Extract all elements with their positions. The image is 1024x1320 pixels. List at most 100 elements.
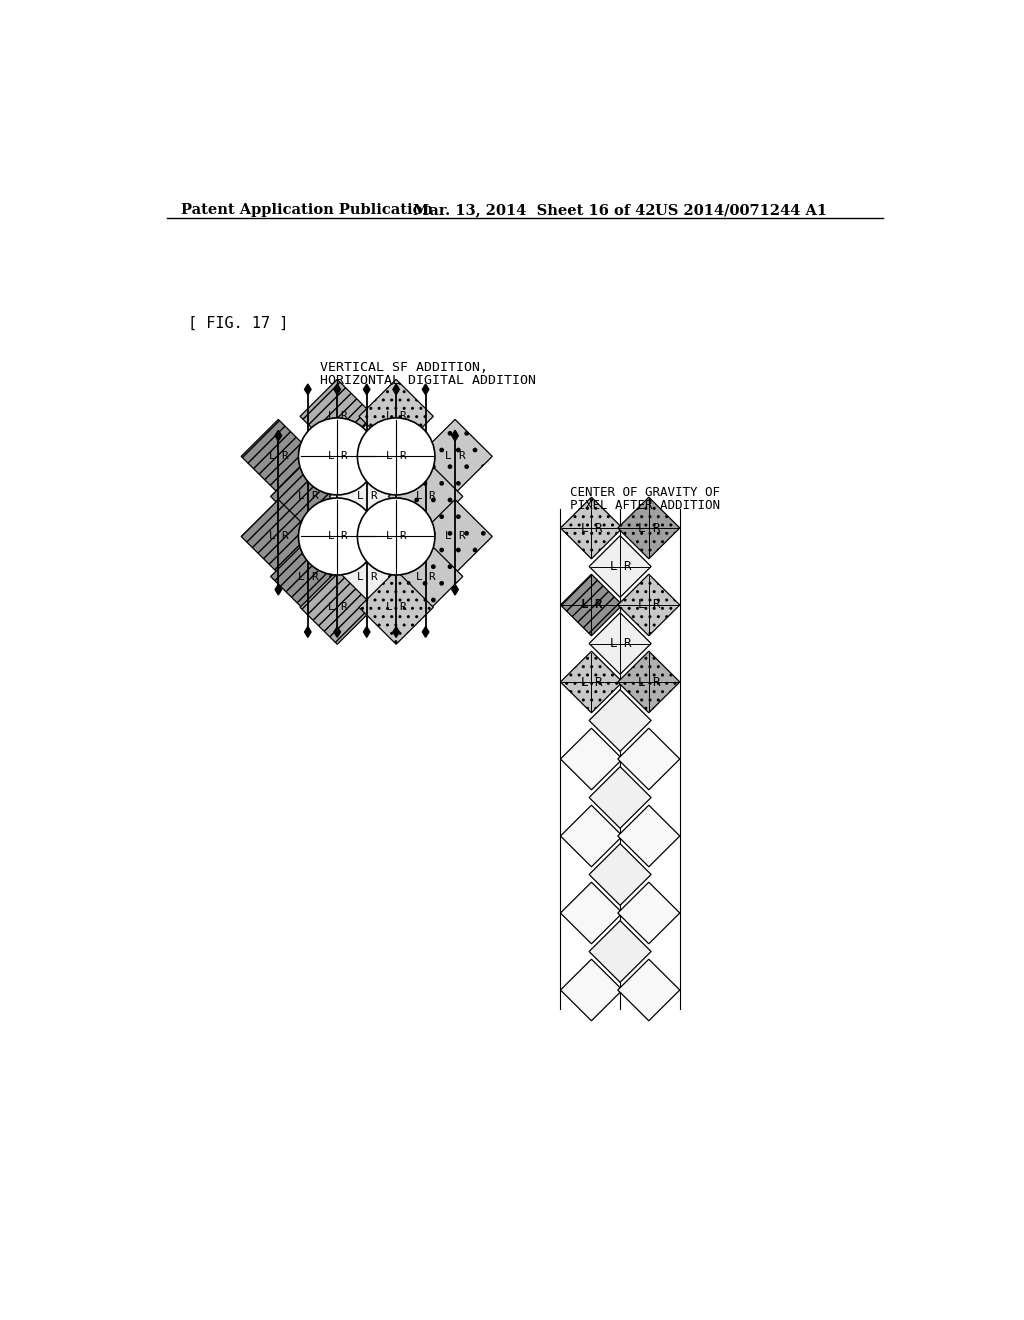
Polygon shape [617,729,680,789]
Text: R: R [652,598,659,611]
Polygon shape [359,570,433,644]
Text: R: R [282,532,288,541]
Text: R: R [311,491,317,502]
Polygon shape [589,843,651,906]
Text: R: R [652,521,659,535]
Polygon shape [359,499,433,573]
Text: L: L [386,602,393,612]
Polygon shape [275,430,282,441]
Text: L: L [609,638,617,649]
Text: VERTICAL SF ADDITION,: VERTICAL SF ADDITION, [321,360,488,374]
Text: L: L [416,491,423,502]
Text: R: R [458,532,465,541]
Text: R: R [624,638,631,649]
Text: R: R [282,451,288,462]
Polygon shape [617,574,680,636]
Polygon shape [589,921,651,982]
Polygon shape [270,540,345,614]
Text: R: R [399,602,406,612]
Text: L: L [581,521,589,535]
Polygon shape [393,384,399,395]
Text: R: R [429,491,435,502]
Circle shape [357,498,435,576]
Polygon shape [334,384,341,395]
Text: [ FIG. 17 ]: [ FIG. 17 ] [188,317,289,331]
Polygon shape [388,459,463,533]
Polygon shape [359,379,433,453]
Text: HORIZONTAL DIGITAL ADDITION: HORIZONTAL DIGITAL ADDITION [321,374,537,387]
Text: L: L [581,676,589,689]
Text: L: L [386,532,393,541]
Text: R: R [399,412,406,421]
Text: R: R [595,676,602,689]
Circle shape [299,498,376,576]
Polygon shape [589,536,651,598]
Text: Patent Application Publication: Patent Application Publication [180,203,433,216]
Text: L: L [268,451,275,462]
Polygon shape [241,499,315,573]
Polygon shape [334,627,341,638]
Circle shape [357,418,435,495]
Polygon shape [422,627,429,638]
Text: R: R [340,602,347,612]
Polygon shape [589,689,651,751]
Polygon shape [617,805,680,867]
Polygon shape [560,498,623,558]
Polygon shape [388,540,463,614]
Text: L: L [445,451,452,462]
Text: L: L [356,572,364,582]
Polygon shape [589,767,651,829]
Polygon shape [418,420,493,494]
Polygon shape [359,420,433,494]
Text: L: L [328,412,334,421]
Polygon shape [300,570,375,644]
Text: L: L [298,491,305,502]
Text: L: L [328,602,334,612]
Text: L: L [386,451,393,462]
Text: L: L [416,572,423,582]
Text: R: R [311,572,317,582]
Polygon shape [393,627,399,638]
Polygon shape [560,882,623,944]
Text: L: L [638,521,646,535]
Text: R: R [652,676,659,689]
Polygon shape [275,585,282,595]
Text: R: R [595,598,602,611]
Polygon shape [560,651,623,713]
Text: R: R [595,521,602,535]
Text: L: L [328,451,334,462]
Text: L: L [445,532,452,541]
Polygon shape [617,882,680,944]
Polygon shape [452,430,459,441]
Polygon shape [589,612,651,675]
Text: R: R [458,451,465,462]
Polygon shape [304,384,311,395]
Polygon shape [304,627,311,638]
Polygon shape [560,729,623,789]
Text: R: R [340,451,347,462]
Polygon shape [422,384,429,395]
Polygon shape [452,585,459,595]
Text: R: R [399,451,406,462]
Polygon shape [617,651,680,713]
Text: Mar. 13, 2014  Sheet 16 of 42: Mar. 13, 2014 Sheet 16 of 42 [414,203,655,216]
Polygon shape [300,379,375,453]
Polygon shape [560,805,623,867]
Polygon shape [418,499,493,573]
Polygon shape [300,499,375,573]
Text: L: L [581,598,589,611]
Text: R: R [429,572,435,582]
Text: R: R [370,572,377,582]
Text: R: R [370,491,377,502]
Polygon shape [617,960,680,1020]
Polygon shape [560,960,623,1020]
Text: R: R [399,532,406,541]
Text: R: R [624,560,631,573]
Text: PIXEL AFTER ADDITION: PIXEL AFTER ADDITION [569,499,720,512]
Text: L: L [328,532,334,541]
Text: R: R [340,412,347,421]
Polygon shape [300,420,375,494]
Text: L: L [386,412,393,421]
Polygon shape [330,459,403,533]
Text: US 2014/0071244 A1: US 2014/0071244 A1 [655,203,827,216]
